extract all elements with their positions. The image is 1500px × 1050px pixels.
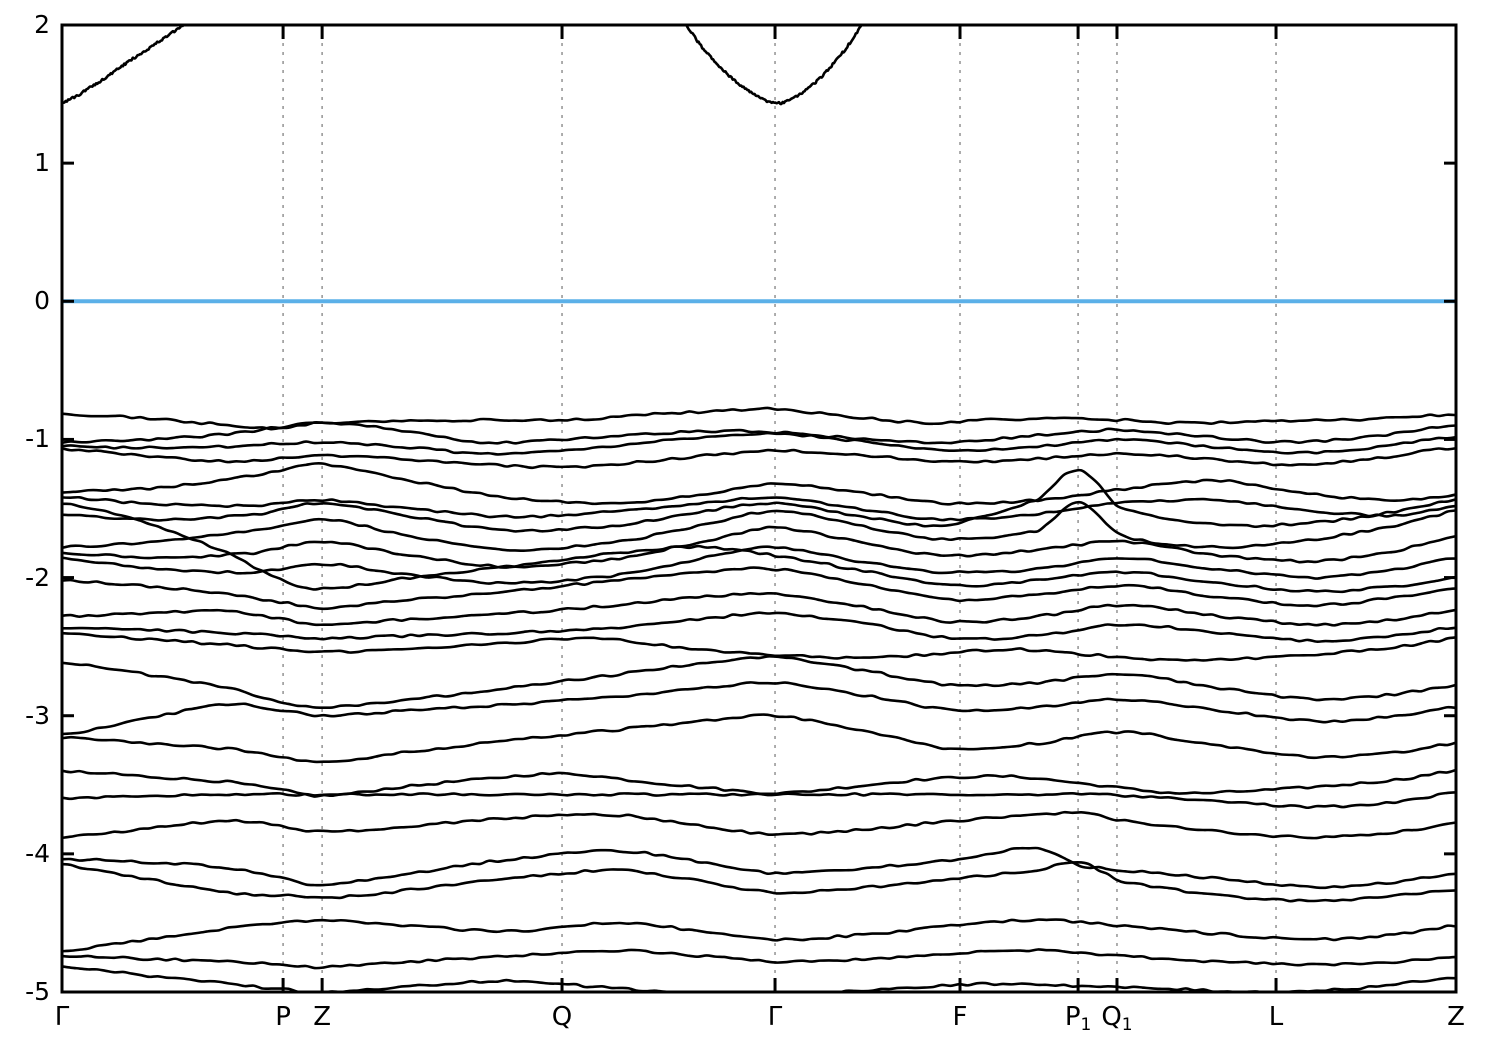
x-tick-label: Z: [1447, 1002, 1465, 1032]
y-tick-label: 2: [34, 10, 50, 39]
band-curve: [62, 406, 1456, 431]
y-tick-label: 1: [34, 148, 50, 178]
band-curve: [62, 525, 1456, 569]
band-curve: [62, 860, 1456, 903]
band-curve: [62, 495, 1456, 522]
x-tick-label: Γ: [767, 1002, 783, 1032]
band-curve: [62, 810, 1456, 840]
band-curve: [62, 502, 1456, 594]
band-curve: [62, 25, 188, 105]
x-tick-label: P: [275, 1002, 291, 1032]
x-tick-label: Γ: [54, 1002, 70, 1032]
band-curve: [62, 591, 1456, 627]
band-curve: [62, 681, 1456, 736]
x-tick-label: P1: [1064, 1002, 1092, 1035]
band-curve: [62, 791, 1456, 810]
band-curve: [62, 462, 1456, 506]
y-tick-label: 0: [34, 286, 50, 316]
band-curve: [62, 655, 1456, 710]
band-curve: [62, 611, 1456, 643]
x-tick-label: F: [952, 1002, 968, 1032]
x-tick-label-subscript: 1: [1121, 1015, 1133, 1035]
band-curve: [683, 25, 864, 106]
band-curve: [62, 846, 1456, 890]
x-tick-label-subscript: 1: [1080, 1015, 1092, 1035]
band-curves: [62, 25, 1456, 992]
y-tick-label: -3: [25, 700, 50, 730]
y-tick-label: -2: [25, 562, 50, 592]
y-tick-label: -1: [25, 424, 50, 454]
x-tick-label: Z: [313, 1002, 332, 1032]
band-curve: [62, 500, 1456, 553]
band-curve: [62, 631, 1456, 662]
band-curve: [62, 918, 1456, 953]
axis-ticks: [60, 25, 1458, 992]
band-curve: [62, 468, 1456, 533]
y-tick-label: -4: [25, 838, 50, 868]
band-curve: [62, 431, 1456, 456]
band-curve: [62, 421, 1456, 445]
band-curve: [62, 545, 1456, 585]
band-curve: [62, 948, 1456, 970]
band-curve: [62, 566, 1456, 611]
band-curve: [62, 713, 1456, 764]
x-tick-label: Q: [551, 1002, 573, 1032]
x-tick-label: L: [1268, 1002, 1284, 1032]
y-tick-label: -5: [25, 977, 50, 1006]
band-curve: [62, 446, 1456, 470]
plot-frame: [60, 23, 1458, 994]
x-tick-label: Q1: [1101, 1002, 1133, 1035]
